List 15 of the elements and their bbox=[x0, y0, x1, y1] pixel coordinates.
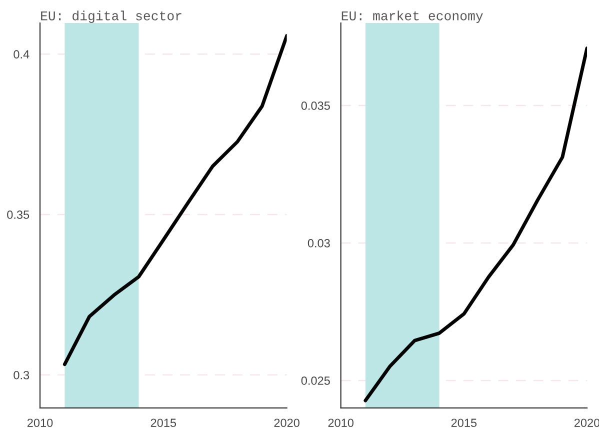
chart-title: EU: digital sector bbox=[41, 10, 182, 23]
x-tick-label: 2010 bbox=[27, 418, 53, 428]
x-tick-label: 2020 bbox=[274, 418, 300, 428]
y-tick-label: 0.4 bbox=[14, 50, 30, 59]
x-tick-label: 2015 bbox=[451, 418, 477, 428]
y-tick-label: 0.035 bbox=[301, 102, 330, 110]
y-tick-label: 0.025 bbox=[301, 376, 330, 385]
chart-title: EU: market economy bbox=[342, 10, 483, 23]
line-series bbox=[364, 46, 588, 402]
y-tick-label: 0.3 bbox=[14, 370, 30, 380]
y-tick-label: 0.03 bbox=[308, 239, 330, 248]
y-tick-label: 0.35 bbox=[7, 210, 30, 219]
x-tick-label: 2010 bbox=[328, 418, 354, 428]
line-series bbox=[62, 34, 287, 366]
x-tick-label: 2015 bbox=[150, 418, 176, 428]
